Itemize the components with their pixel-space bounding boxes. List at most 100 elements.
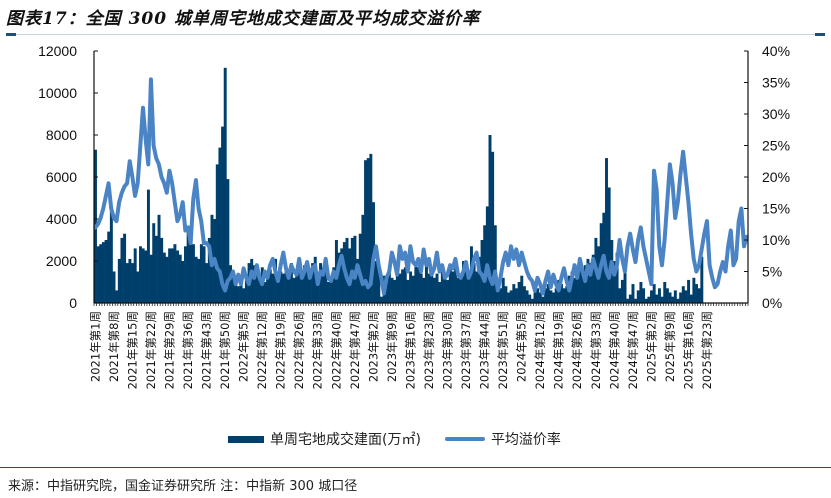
- bar: [115, 290, 119, 303]
- bar: [644, 298, 648, 303]
- bar: [589, 263, 593, 303]
- x-tick-label: 2021年第1周: [88, 311, 102, 382]
- bar: [456, 277, 460, 303]
- legend-line-swatch-icon: [444, 437, 485, 441]
- bar: [141, 248, 145, 303]
- bar: [377, 267, 381, 303]
- bar: [668, 292, 672, 303]
- y-right-tick-label: 15%: [762, 201, 790, 217]
- bar: [390, 277, 394, 303]
- bar: [149, 254, 153, 303]
- bar: [695, 284, 698, 303]
- bar: [549, 290, 553, 303]
- x-tick-label: 2021年第8周: [107, 311, 121, 382]
- bar: [170, 248, 174, 303]
- bar: [332, 267, 336, 303]
- bar: [160, 237, 164, 303]
- bar: [255, 271, 259, 303]
- bar: [218, 147, 222, 303]
- legend-bar-label: 单周宅地成交建面(万㎡): [270, 432, 421, 448]
- x-tick-label: 2025年第16周: [681, 311, 695, 389]
- bar: [321, 267, 325, 303]
- bar: [366, 158, 370, 303]
- bar: [258, 275, 262, 303]
- x-tick-label: 2023年第23周: [422, 311, 436, 389]
- y-axis-left-ticks: 0 2000 4000 6000 8000 10000 12000: [38, 43, 98, 311]
- x-tick-label: 2023年第51周: [496, 311, 510, 389]
- bar: [311, 263, 315, 303]
- bar: [340, 248, 344, 303]
- x-tick-label: 2021年第36周: [181, 311, 195, 389]
- bar: [202, 246, 206, 303]
- bar: [655, 294, 659, 303]
- bar: [186, 227, 190, 303]
- bar: [520, 275, 524, 303]
- y-right-tick-label: 20%: [762, 169, 790, 185]
- bar: [284, 267, 288, 303]
- bar: [139, 246, 142, 303]
- bar: [501, 277, 505, 303]
- bar: [530, 298, 534, 303]
- bar: [117, 258, 121, 303]
- bar: [472, 263, 476, 303]
- y-left-tick-label: 2000: [46, 253, 77, 269]
- bar: [244, 277, 248, 303]
- bar: [432, 277, 436, 303]
- y-right-tick-label: 25%: [762, 138, 790, 154]
- bar: [477, 256, 481, 303]
- bar: [337, 252, 341, 303]
- y-left-tick-label: 6000: [46, 169, 77, 185]
- x-tick-label: 2022年第5周: [237, 311, 251, 382]
- bar: [207, 237, 211, 303]
- bar: [605, 158, 608, 303]
- bar: [401, 269, 405, 303]
- bar: [562, 288, 566, 303]
- bar: [112, 271, 116, 303]
- bar: [657, 288, 661, 303]
- bar: [123, 233, 127, 303]
- bar: [178, 254, 182, 303]
- bar: [512, 284, 516, 303]
- bar: [620, 279, 624, 303]
- bar: [581, 273, 585, 303]
- line-series-premium-rate: [93, 77, 749, 296]
- bar: [374, 261, 378, 303]
- bar: [499, 288, 503, 303]
- bar: [176, 250, 180, 303]
- bar: [184, 246, 187, 303]
- bar: [345, 237, 349, 303]
- bar: [422, 277, 426, 303]
- bar: [295, 269, 299, 303]
- bar: [673, 290, 677, 303]
- x-tick-label: 2023年第9周: [385, 311, 399, 382]
- bar: [575, 267, 579, 303]
- bar: [515, 288, 518, 303]
- bar: [671, 296, 675, 303]
- bar: [485, 206, 489, 303]
- bar: [194, 256, 198, 303]
- bar: [268, 269, 272, 303]
- x-tick-label: 2022年第12周: [255, 311, 269, 389]
- chart-title: 图表17：全国 300 城单周宅地成交建面及平均成交溢价率: [6, 9, 480, 29]
- bar: [393, 279, 397, 303]
- bar: [131, 263, 135, 303]
- bar: [525, 290, 529, 303]
- bar: [483, 225, 487, 303]
- y-right-tick-label: 30%: [762, 106, 790, 122]
- bar: [281, 273, 285, 303]
- bar: [679, 292, 683, 303]
- title-divider-accent-left: [6, 33, 16, 36]
- bar: [522, 286, 526, 303]
- bar: [493, 225, 497, 303]
- bar: [650, 290, 653, 303]
- x-tick-label: 2022年第26周: [292, 311, 306, 389]
- x-tick-label: 2024年第19周: [552, 311, 566, 389]
- bar: [451, 271, 455, 303]
- bar: [560, 284, 563, 303]
- bar: [308, 275, 312, 303]
- bar: [538, 292, 542, 303]
- x-tick-label: 2024年第12周: [533, 311, 547, 389]
- bar: [162, 252, 166, 303]
- bar: [676, 298, 680, 303]
- y-right-tick-label: 10%: [762, 232, 790, 248]
